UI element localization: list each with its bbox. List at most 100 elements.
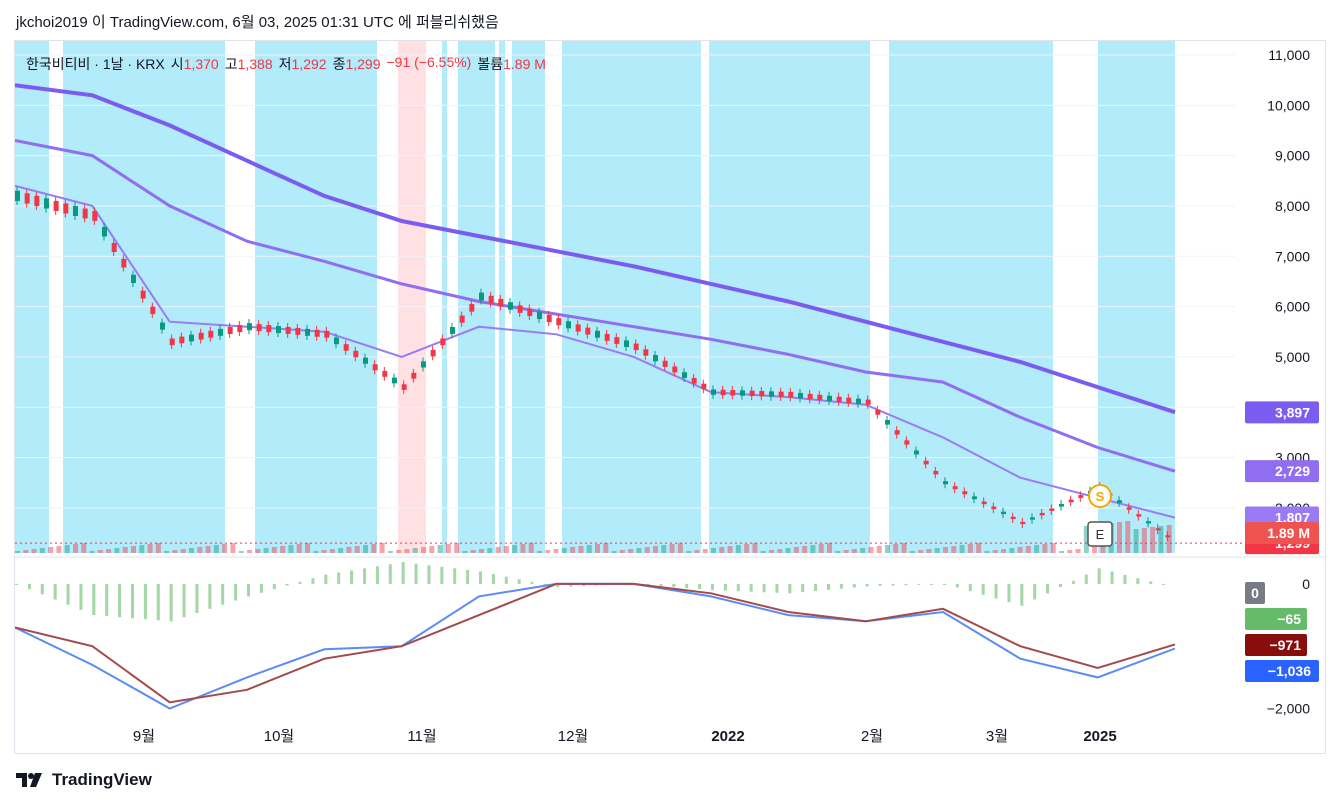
macd-histogram-bar (543, 583, 547, 585)
volume-bar (31, 549, 37, 553)
macd-histogram-bar (208, 583, 212, 609)
volume-bar (976, 543, 982, 553)
candle-body (102, 227, 107, 237)
macd-histogram-bar (182, 583, 186, 618)
ma-long-line (14, 83, 1176, 415)
legend-symbol[interactable]: 한국비티비 · 1날 · KRX (26, 56, 165, 72)
volume-bar (528, 543, 534, 553)
volume-bar (387, 551, 393, 553)
candle-body (972, 496, 977, 500)
volume-bar (222, 544, 228, 553)
candle-body (836, 396, 842, 402)
volume-bar (677, 543, 683, 553)
volume-bar (15, 551, 20, 553)
macd-histogram-bar (943, 583, 946, 585)
volume-bar (89, 551, 95, 553)
chart-frame[interactable]: 11,00010,0009,0008,0007,0006,0005,0004,0… (14, 40, 1327, 755)
macd-histogram-bar (1033, 583, 1037, 600)
macd-tick-label: 0 (1302, 576, 1310, 592)
macd-histogram-bar (530, 581, 534, 584)
candle-body (981, 501, 987, 505)
ma-mid-badge (1245, 460, 1319, 483)
volume-bar (570, 547, 576, 553)
volume-bar (1083, 526, 1089, 553)
macd-histogram-bar (234, 583, 238, 601)
macd-signal-badge (1245, 634, 1307, 656)
volume-bar (313, 551, 319, 553)
volume-bar (785, 548, 791, 553)
chart-svg[interactable]: 11,00010,0009,0008,0007,0006,0005,0004,0… (14, 41, 1327, 755)
candle-body (1165, 535, 1171, 538)
candle-body (372, 364, 378, 371)
candle-body (885, 419, 890, 425)
candle-body (343, 344, 349, 351)
candle-body (169, 338, 175, 346)
volume-bar (802, 546, 808, 553)
macd-zero-badge-text: 0 (1251, 585, 1259, 601)
volume-bar (1117, 522, 1122, 553)
candle-body (314, 329, 320, 337)
volume-bar (735, 545, 741, 553)
macd-histogram-bar (1007, 583, 1011, 603)
candle-body (401, 384, 407, 390)
earnings-marker-label: E (1096, 527, 1105, 542)
candle-body (363, 357, 368, 364)
volume-bar (346, 547, 352, 553)
volume-bar (114, 548, 120, 553)
volume-bar (247, 550, 252, 553)
tradingview-logo-icon (16, 773, 42, 787)
macd-histogram-bar (105, 583, 109, 617)
candle-body (24, 193, 30, 204)
candle-body (82, 208, 88, 219)
macd-histogram-bar (453, 568, 457, 584)
legend-low-label: 저 (278, 56, 292, 72)
candle-body (1059, 504, 1064, 507)
volume-bar (760, 551, 766, 553)
legend-volume-label: 볼륨 (477, 56, 504, 72)
candle-body (324, 330, 330, 338)
macd-histogram-bar (388, 564, 392, 584)
volume-bar (354, 546, 360, 553)
volume-bar (122, 547, 128, 553)
earnings-marker-icon (1087, 521, 1113, 547)
candle-body (1030, 517, 1035, 520)
candle-body (508, 302, 513, 310)
macd-histogram-bar (53, 583, 57, 600)
candle-body (1068, 499, 1074, 503)
candle-body (923, 460, 929, 465)
candle-body (1039, 512, 1045, 516)
candle-body (914, 450, 919, 455)
legend-open: 1,370 (183, 56, 219, 72)
macd-signal-line (14, 582, 1176, 704)
volume-bar (1166, 525, 1172, 553)
macd-histogram-bar (891, 583, 895, 586)
volume-bar (329, 549, 335, 553)
candle-body (382, 370, 388, 377)
legend-change: −91 (−6.55%) (386, 54, 472, 70)
volume-bar (777, 549, 783, 553)
macd-histogram-bar (749, 583, 753, 592)
macd-histogram-bar (156, 583, 160, 621)
macd-histogram-bar (994, 583, 998, 599)
volume-bar (793, 547, 799, 553)
macd-value-badge (1245, 660, 1319, 682)
candle-body (276, 326, 281, 334)
session-band (442, 41, 447, 553)
volume-bar (876, 546, 882, 553)
candle-body (778, 391, 784, 397)
macd-histogram-bar (466, 569, 470, 584)
volume-bar (1050, 543, 1056, 553)
footer-brand[interactable]: TradingView (14, 770, 152, 790)
price-tick-label: 8,000 (1275, 198, 1310, 214)
volume-bar (164, 551, 170, 553)
session-band (1098, 41, 1175, 553)
candle-body (604, 334, 610, 341)
session-band (512, 41, 545, 553)
volume-bar (296, 544, 302, 553)
candle-body (643, 349, 649, 356)
volume-bar (669, 544, 675, 553)
candle-body (450, 327, 455, 334)
macd-histogram-bar (788, 583, 792, 594)
volume-bar (644, 547, 650, 553)
price-tick-label: 11,000 (1268, 47, 1310, 63)
